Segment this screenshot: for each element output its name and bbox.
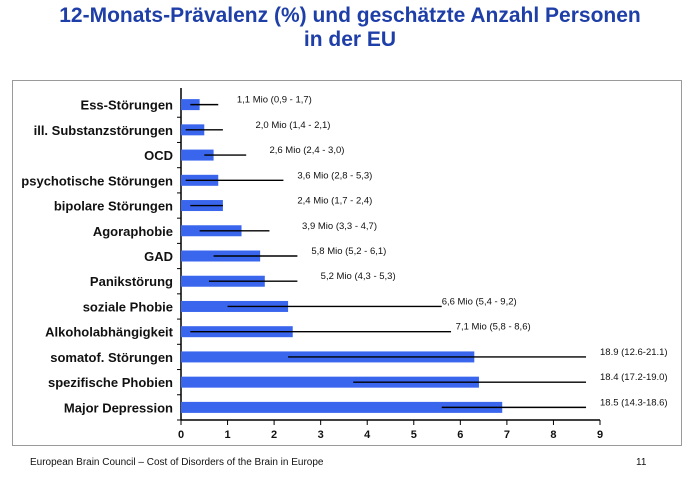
x-tick-label: 4: [364, 429, 371, 441]
data-label: 7,1 Mio (5,8 - 8,6): [456, 322, 531, 333]
x-tick-label: 6: [457, 429, 463, 441]
category-label: GAD: [144, 249, 173, 264]
data-label: 3,6 Mio (2,8 - 5,3): [297, 170, 372, 181]
x-tick-label: 8: [550, 429, 556, 441]
data-label: 2,0 Mio (1,4 - 2,1): [255, 120, 330, 131]
category-label: somatof. Störungen: [50, 350, 173, 365]
data-label: 2,4 Mio (1,7 - 2,4): [297, 196, 372, 207]
data-label: 1,1 Mio (0,9 - 1,7): [237, 95, 312, 106]
data-label: 2,6 Mio (2,4 - 3,0): [269, 145, 344, 156]
chart-title: 12-Monats-Prävalenz (%) und geschätzte A…: [0, 4, 700, 52]
x-tick-label: 9: [597, 429, 603, 441]
x-tick-label: 5: [411, 429, 417, 441]
x-tick-label: 3: [318, 429, 324, 441]
category-label: ill. Substanzstörungen: [34, 123, 173, 138]
x-tick-label: 0: [178, 429, 184, 441]
category-label: Ess-Störungen: [81, 98, 174, 113]
title-line-1: 12-Monats-Prävalenz (%) und geschätzte A…: [59, 4, 641, 27]
category-label: Panikstörung: [90, 274, 173, 289]
category-label: Alkoholabhängigkeit: [45, 325, 174, 340]
data-label: 3,9 Mio (3,3 - 4,7): [302, 221, 377, 232]
data-label: 6,6 Mio (5,4 - 9,2): [442, 296, 517, 307]
category-label: bipolare Störungen: [54, 199, 173, 214]
data-label: 18.4 (17.2-19.0): [600, 372, 668, 383]
category-label: soziale Phobie: [83, 299, 173, 314]
bar: [181, 376, 479, 388]
x-tick-label: 1: [224, 429, 230, 441]
bar: [181, 401, 503, 413]
data-label: 5,2 Mio (4,3 - 5,3): [321, 271, 396, 282]
category-label: Agoraphobie: [93, 224, 173, 239]
category-label: Major Depression: [64, 400, 173, 415]
page-number: 11: [636, 457, 647, 468]
category-label: OCD: [144, 148, 173, 163]
footer-source: European Brain Council – Cost of Disorde…: [30, 457, 324, 468]
data-label: 18.5 (14.3-18.6): [600, 397, 668, 408]
bar: [181, 149, 214, 161]
data-label: 18.9 (12.6-21.1): [600, 347, 668, 358]
x-tick-label: 7: [504, 429, 510, 441]
x-tick-label: 2: [271, 429, 277, 441]
data-label: 5,8 Mio (5,2 - 6,1): [311, 246, 386, 257]
title-line-2: in der EU: [303, 28, 397, 51]
category-label: spezifische Phobien: [48, 375, 173, 390]
category-label: psychotische Störungen: [21, 173, 173, 188]
